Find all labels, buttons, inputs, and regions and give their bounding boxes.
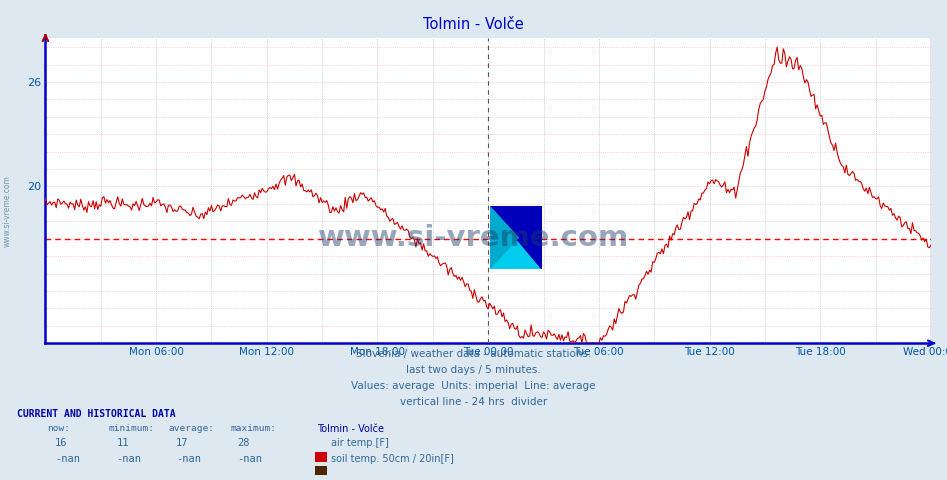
Text: maximum:: maximum: — [230, 424, 277, 433]
Text: Slovenia / weather data - automatic stations.: Slovenia / weather data - automatic stat… — [356, 349, 591, 360]
Text: soil temp. 50cm / 20in[F]: soil temp. 50cm / 20in[F] — [331, 454, 455, 464]
Text: Tolmin - Volče: Tolmin - Volče — [423, 17, 524, 32]
Text: 28: 28 — [238, 438, 250, 448]
Text: air temp.[F]: air temp.[F] — [331, 438, 389, 448]
Polygon shape — [490, 206, 518, 269]
Text: -nan: -nan — [176, 454, 201, 464]
Text: www.si-vreme.com: www.si-vreme.com — [318, 224, 629, 252]
Text: vertical line - 24 hrs  divider: vertical line - 24 hrs divider — [400, 397, 547, 407]
Bar — [490, 206, 518, 238]
Text: -nan: -nan — [55, 454, 80, 464]
Text: www.si-vreme.com: www.si-vreme.com — [3, 175, 12, 247]
Polygon shape — [490, 206, 542, 269]
Text: -nan: -nan — [116, 454, 141, 464]
Text: -nan: -nan — [238, 454, 262, 464]
Polygon shape — [490, 206, 542, 269]
Text: minimum:: minimum: — [109, 424, 155, 433]
Text: 17: 17 — [176, 438, 188, 448]
Text: last two days / 5 minutes.: last two days / 5 minutes. — [406, 365, 541, 375]
Text: now:: now: — [47, 424, 70, 433]
Text: average:: average: — [169, 424, 215, 433]
Text: Tolmin - Volče: Tolmin - Volče — [317, 424, 384, 434]
Text: 16: 16 — [55, 438, 67, 448]
Text: CURRENT AND HISTORICAL DATA: CURRENT AND HISTORICAL DATA — [17, 409, 176, 420]
Text: Values: average  Units: imperial  Line: average: Values: average Units: imperial Line: av… — [351, 381, 596, 391]
Text: 11: 11 — [116, 438, 129, 448]
